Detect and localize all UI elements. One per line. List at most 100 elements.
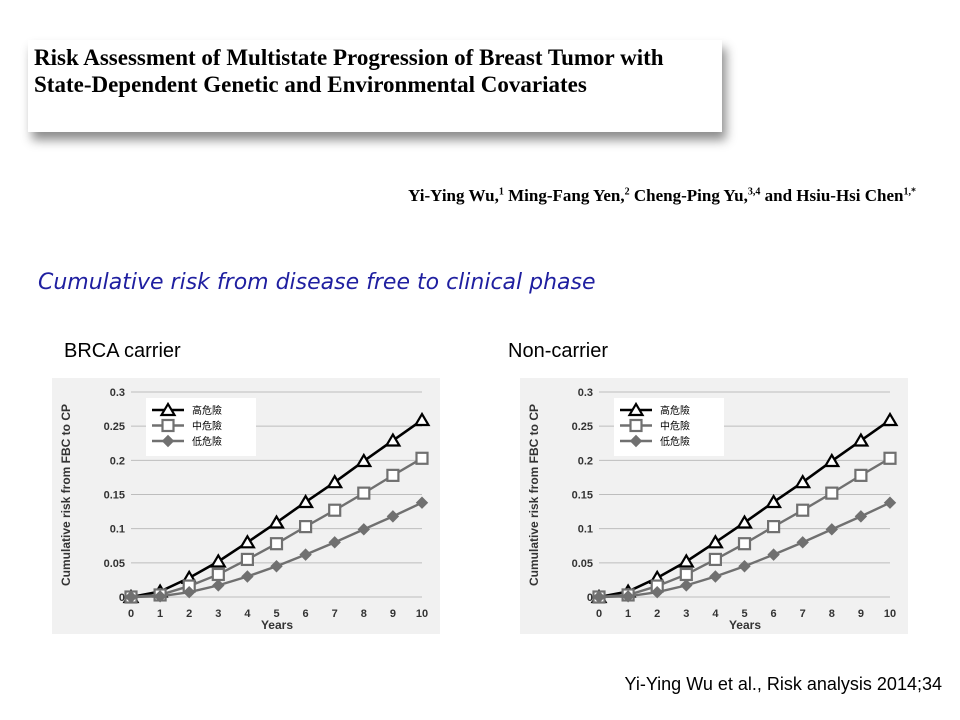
data-point-diamond <box>883 496 897 509</box>
data-point-square <box>796 503 810 517</box>
x-tick-label: 5 <box>741 608 747 620</box>
data-point-square <box>211 567 225 582</box>
x-tick-label: 2 <box>654 608 660 620</box>
x-tick-label: 0 <box>128 608 134 620</box>
paper-title-card: Risk Assessment of Multistate Progressio… <box>28 40 722 132</box>
author-name: Cheng-Ping Yu, <box>633 186 748 205</box>
data-point-diamond <box>415 496 429 509</box>
data-point-square <box>854 468 868 482</box>
author-affiliation: 3,4 <box>747 186 761 198</box>
data-point-diamond <box>270 560 283 573</box>
x-tick-label: 9 <box>858 608 864 620</box>
data-point-triangle <box>706 534 724 549</box>
data-point-diamond <box>124 590 138 604</box>
data-point-diamond <box>212 579 225 592</box>
x-tick-label: 6 <box>303 608 309 620</box>
y-axis-title: Cumulative risk from FBC to CP <box>527 404 541 586</box>
legend-label: 中危險 <box>660 420 690 433</box>
y-tick-label: 0 <box>119 592 125 604</box>
x-tick-label: 1 <box>157 608 163 620</box>
chart-title-brca: BRCA carrier <box>64 340 181 362</box>
x-tick-label: 2 <box>186 608 192 620</box>
data-point-triangle <box>209 553 227 568</box>
legend-label: 高危險 <box>660 404 690 417</box>
data-point-diamond <box>241 570 254 583</box>
x-tick-label: 5 <box>273 608 279 620</box>
x-axis-title: Years <box>729 618 761 632</box>
data-point-square <box>328 503 342 517</box>
x-tick-label: 1 <box>625 608 631 620</box>
x-tick-label: 4 <box>712 608 719 620</box>
x-tick-label: 3 <box>683 608 689 620</box>
y-tick-label: 0 <box>587 592 593 604</box>
legend-swatch-marker <box>627 401 645 417</box>
x-tick-label: 0 <box>596 608 602 620</box>
data-point-triangle <box>238 534 256 549</box>
paper-title: Risk Assessment of Multistate Progressio… <box>34 45 664 97</box>
author-affiliation: 2 <box>624 186 630 198</box>
y-tick-label: 0.05 <box>104 558 125 570</box>
data-point-triangle <box>881 411 899 427</box>
x-tick-label: 7 <box>332 608 338 620</box>
data-point-diamond <box>328 536 341 549</box>
data-point-diamond <box>767 548 780 561</box>
data-point-triangle <box>297 493 315 509</box>
author-affiliation: 1 <box>498 186 504 198</box>
y-tick-label: 0.25 <box>104 421 125 433</box>
data-point-triangle <box>413 411 431 427</box>
y-tick-label: 0.1 <box>110 524 125 536</box>
y-axis-title: Cumulative risk from FBC to CP <box>59 404 73 586</box>
data-point-triangle <box>384 432 402 447</box>
data-point-square <box>386 468 400 482</box>
x-tick-label: 8 <box>361 608 367 620</box>
y-tick-label: 0.05 <box>572 558 593 570</box>
data-point-diamond <box>621 590 635 603</box>
data-point-triangle <box>355 452 373 468</box>
data-point-square <box>767 520 781 534</box>
author-name: Ming-Fang Yen, <box>508 186 625 205</box>
legend-swatch-marker <box>161 434 175 448</box>
legend-label: 低危險 <box>660 435 690 448</box>
legend-swatch-marker <box>161 418 175 433</box>
legend-label: 高危險 <box>192 404 222 417</box>
legend-swatch-marker <box>629 418 643 433</box>
y-tick-label: 0.3 <box>110 387 125 399</box>
author-list: Yi-Ying Wu,1 Ming-Fang Yen,2 Cheng-Ping … <box>408 186 916 206</box>
x-tick-label: 6 <box>771 608 777 620</box>
data-point-diamond <box>592 590 606 604</box>
data-point-diamond <box>153 590 167 603</box>
x-axis-title: Years <box>261 618 293 632</box>
data-point-triangle <box>326 474 344 489</box>
x-tick-label: 3 <box>215 608 221 620</box>
data-point-square <box>299 520 313 534</box>
data-point-diamond <box>386 510 400 523</box>
x-tick-label: 8 <box>829 608 835 620</box>
data-point-square <box>415 451 429 465</box>
x-tick-label: 10 <box>416 608 428 620</box>
author-name: Yi-Ying Wu, <box>408 186 499 205</box>
author-affiliation: 1,* <box>903 186 917 198</box>
x-tick-label: 4 <box>244 608 251 620</box>
data-point-triangle <box>736 514 753 529</box>
data-point-triangle <box>852 432 870 447</box>
slide-subtitle: Cumulative risk from disease free to cli… <box>38 270 596 295</box>
citation: Yi-Ying Wu et al., Risk analysis 2014;34 <box>624 674 943 694</box>
data-point-square <box>357 486 371 500</box>
author-name: and Hsiu-Hsi Chen <box>764 186 904 205</box>
data-point-diamond <box>854 510 868 523</box>
legend-swatch-marker <box>629 434 643 448</box>
chart-title-noncarrier: Non-carrier <box>508 340 609 362</box>
x-tick-label: 10 <box>884 608 896 620</box>
y-tick-label: 0.25 <box>572 421 593 433</box>
data-point-diamond <box>825 523 839 536</box>
legend-swatch-marker <box>159 401 177 417</box>
data-point-diamond <box>796 536 809 549</box>
non-carrier-chart: 0 0.05 0.1 0.15 0.2 0.25 0.3 0 1 2 3 4 5 6 7 8 9 10 Years C… <box>520 378 908 634</box>
data-point-square <box>240 552 254 567</box>
data-point-triangle <box>794 474 812 489</box>
y-tick-label: 0.2 <box>110 455 125 467</box>
data-point-triangle <box>765 493 783 509</box>
data-point-square <box>679 567 693 582</box>
data-point-diamond <box>650 586 664 599</box>
data-point-square <box>708 552 722 567</box>
